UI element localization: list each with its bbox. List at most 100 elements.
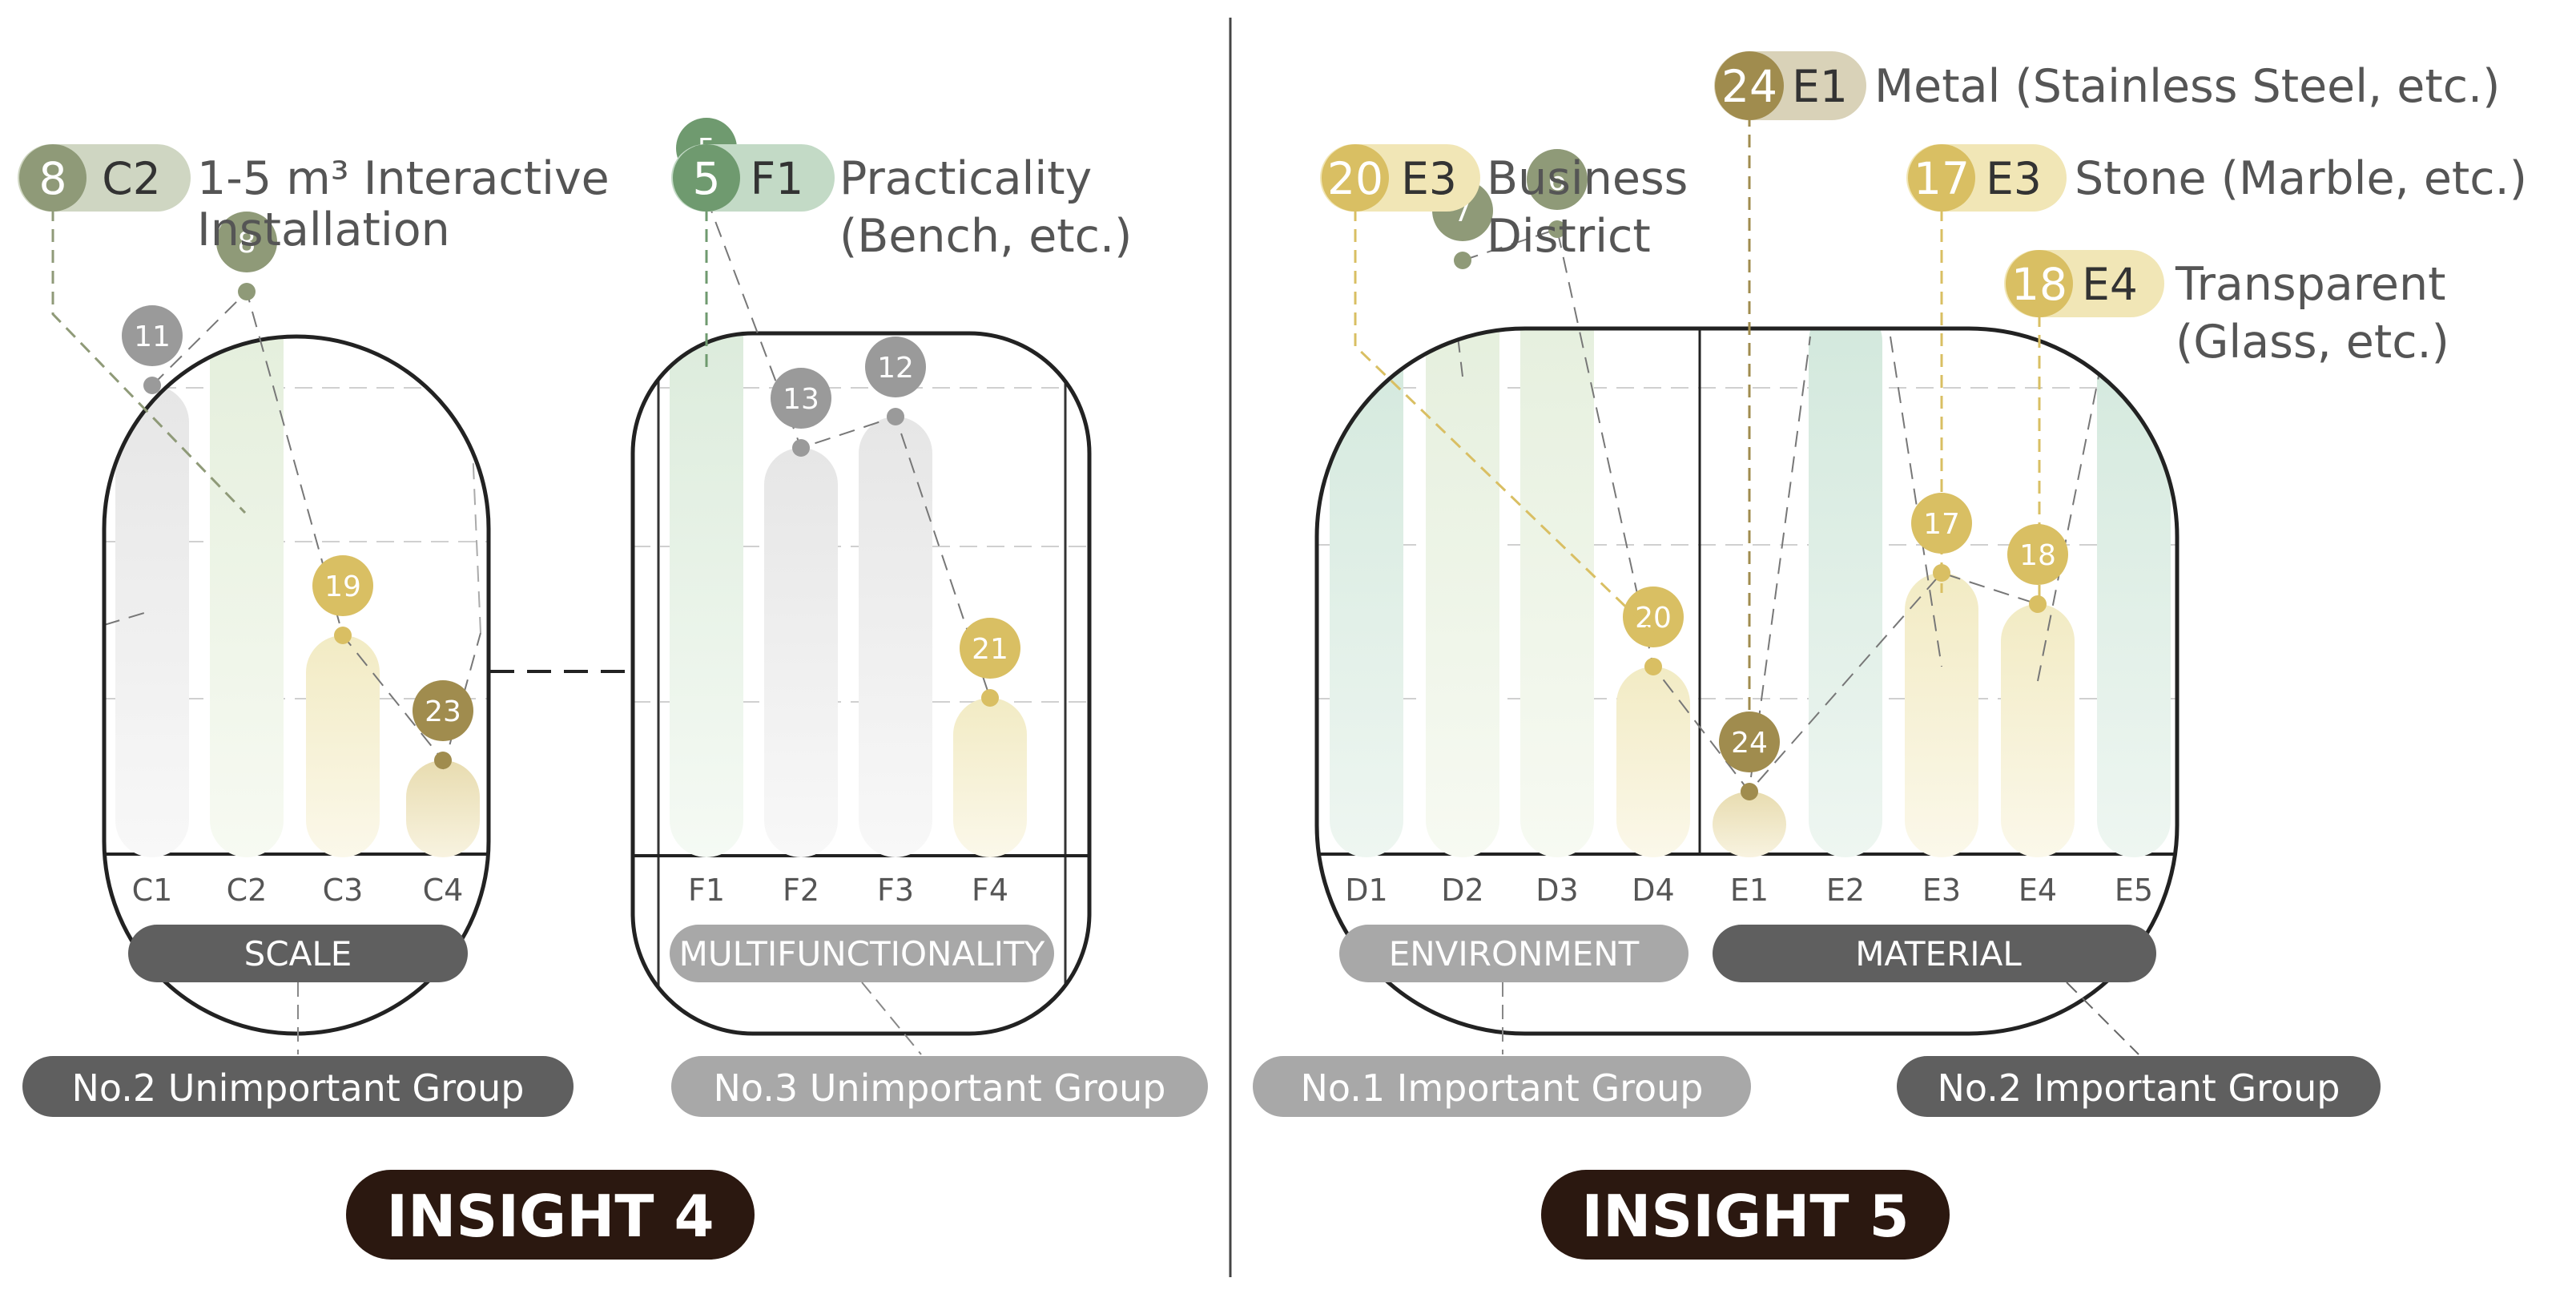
callout-c2-label-2: Installation xyxy=(197,204,450,256)
bar-F3 xyxy=(859,417,932,857)
bubble-value-F4: 21 xyxy=(972,633,1008,666)
bubble-value-C4: 23 xyxy=(425,695,461,728)
bubble-C3 xyxy=(312,555,373,616)
point-F3 xyxy=(887,408,904,425)
callout-f1: 5 F1 Practicality (Bench, etc.) xyxy=(671,144,1132,263)
bubble-value-D3: 6 xyxy=(1548,164,1567,197)
bubble-F3 xyxy=(865,337,926,397)
multi-frame xyxy=(630,331,1092,1036)
callout-c2-num: 8 xyxy=(39,153,67,204)
bar-D2 xyxy=(1426,329,1499,857)
series-line-0 xyxy=(151,290,444,761)
point-E4 xyxy=(2029,595,2047,613)
category-bar-material xyxy=(1713,925,2156,982)
point-C3 xyxy=(334,627,352,644)
point-C1 xyxy=(143,377,161,394)
multi-chart-clip xyxy=(633,333,1089,1018)
callout-f1-code: F1 xyxy=(751,153,804,204)
category-bar-environment xyxy=(1339,925,1688,982)
insight-5-badge xyxy=(1541,1170,1950,1260)
point-D4 xyxy=(1644,658,1662,675)
tick-label-F1: F1 xyxy=(688,873,725,908)
bar-D3 xyxy=(1520,329,1594,857)
callout-e1-code: E1 xyxy=(1792,61,1848,112)
tick-label-E1: E1 xyxy=(1730,873,1769,908)
bar-F4 xyxy=(953,698,1027,857)
callout-f1-num: 5 xyxy=(693,153,721,204)
bubble-C1 xyxy=(122,305,183,366)
callout-e4-num: 18 xyxy=(2011,259,2067,310)
series-line-2 xyxy=(1462,228,2039,793)
bubble-value-C1: 11 xyxy=(134,320,171,353)
bar-C3 xyxy=(306,635,380,857)
tick-label-D4: D4 xyxy=(1632,873,1674,908)
callout-c2-code: C2 xyxy=(102,153,160,204)
tick-label-C4: C4 xyxy=(423,873,464,908)
bar-E5 xyxy=(2097,329,2171,857)
insight-4-label: INSIGHT 4 xyxy=(386,1183,714,1250)
bar-E2 xyxy=(1809,329,1882,857)
callout-e3a-label-1: Business xyxy=(1487,152,1688,205)
bar-F1 xyxy=(670,333,743,857)
callout-e4-code: E4 xyxy=(2082,259,2138,310)
group-pill-no3-unimportant xyxy=(671,1056,1208,1117)
bubble-D3 xyxy=(1527,149,1588,210)
callout-f1-label-1: Practicality xyxy=(839,152,1092,205)
callout-e1-num: 24 xyxy=(1721,61,1777,112)
point-F4 xyxy=(981,689,999,707)
bubble-value-C3: 19 xyxy=(324,570,361,603)
tick-label-F3: F3 xyxy=(877,873,914,908)
callout-e4-label-2: (Glass, etc.) xyxy=(2176,316,2449,369)
callout-c2: 8 C2 1-5 m³ Interactive Installation xyxy=(18,144,610,256)
callout-e3b-label: Stone (Marble, etc.) xyxy=(2075,152,2527,205)
category-label-environment: ENVIRONMENT xyxy=(1389,934,1640,974)
group-label-no2-unimportant: No.2 Unimportant Group xyxy=(71,1066,524,1110)
bar-C1 xyxy=(115,385,189,857)
group-pill-no1-important xyxy=(1253,1056,1751,1117)
callout-e1-label: Metal (Stainless Steel, etc.) xyxy=(1874,60,2500,113)
bubble-value-F2: 13 xyxy=(783,383,819,416)
point-D2 xyxy=(1454,252,1471,269)
point-E1 xyxy=(1741,783,1758,800)
bubble-value-C2: 8 xyxy=(238,227,256,260)
group-label-no2-important: No.2 Important Group xyxy=(1938,1066,2341,1110)
callout-e3b-code: E3 xyxy=(1986,153,2042,204)
group-pill-no2-important xyxy=(1897,1056,2381,1117)
callout-e4: 18 E4 Transparent (Glass, etc.) xyxy=(2004,250,2449,369)
bar-C2 xyxy=(210,337,284,857)
tick-label-F4: F4 xyxy=(972,873,1008,908)
category-bar-scale xyxy=(128,925,468,982)
env-material-clip xyxy=(1317,329,2177,857)
tick-label-C3: C3 xyxy=(323,873,364,908)
insight-4-badge xyxy=(346,1170,755,1260)
bubble-F4 xyxy=(960,618,1020,679)
point-F2 xyxy=(792,439,810,457)
bar-F2 xyxy=(764,448,838,857)
tick-label-D3: D3 xyxy=(1536,873,1578,908)
tick-label-C2: C2 xyxy=(227,873,268,908)
tick-label-E4: E4 xyxy=(2019,873,2057,908)
category-bar-multi xyxy=(670,925,1054,982)
bubble-value-E4: 18 xyxy=(2019,539,2056,572)
bubble-value-D4: 20 xyxy=(1635,602,1672,635)
callout-e3-stone: 17 E3 Stone (Marble, etc.) xyxy=(1906,144,2527,212)
series-line-1 xyxy=(706,197,991,699)
callout-e1: 24 E1 Metal (Stainless Steel, etc.) xyxy=(1714,51,2500,120)
callout-e3a-code: E3 xyxy=(1401,153,1457,204)
env-material-frame xyxy=(1314,326,2180,1036)
group-label-no1-important: No.1 Important Group xyxy=(1301,1066,1704,1110)
bubble-value-E1: 24 xyxy=(1731,727,1768,760)
bubble-F2 xyxy=(771,368,831,429)
scale-chart-clip xyxy=(104,337,489,857)
bubble-D4 xyxy=(1623,587,1684,647)
category-label-scale: SCALE xyxy=(244,934,352,974)
callout-e4-label-1: Transparent xyxy=(2175,258,2445,311)
callout-e3a-label-2: District xyxy=(1487,210,1651,263)
tick-label-D1: D1 xyxy=(1345,873,1387,908)
tick-label-E3: E3 xyxy=(1922,873,1961,908)
bubble-value-F3: 12 xyxy=(877,352,914,385)
bubble-C2 xyxy=(216,212,277,272)
scale-frame xyxy=(102,334,491,1036)
callout-e3a-num: 20 xyxy=(1327,153,1383,204)
